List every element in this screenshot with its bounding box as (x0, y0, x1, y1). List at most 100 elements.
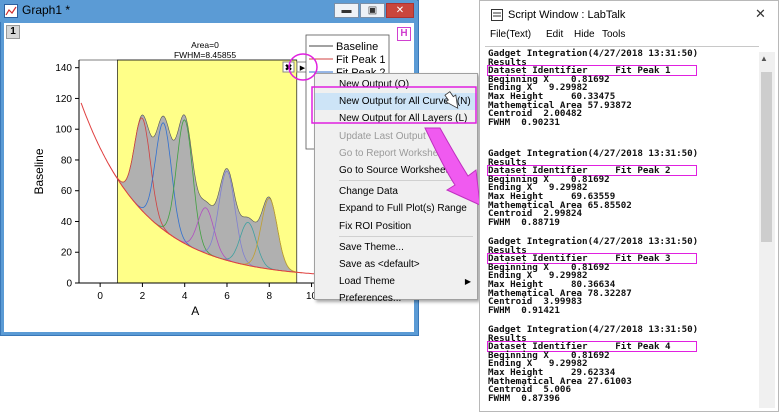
menu-item-preferences[interactable]: Preferences... (339, 293, 402, 305)
menu-item-save-as-default[interactable]: Save as <default> (339, 259, 420, 270)
script-line-max-height: Max Height 60.33475 (488, 91, 616, 102)
script-line-area: Mathematical Area 65.85502 (488, 199, 632, 211)
menu-item-go-to-report-worksheet: Go to Report Worksheet (339, 147, 447, 159)
menu-item-go-to-source-worksheet[interactable]: Go to Source Worksheet (339, 165, 449, 176)
script-line-centroid: Centroid 5.006 (488, 384, 571, 396)
fit-peak-line[interactable] (172, 207, 240, 264)
h-badge[interactable]: H (397, 27, 411, 41)
menu-item-expand-to-full-plot-s-range[interactable]: Expand to Full Plot(s) Range (339, 203, 467, 215)
identifier-highlight-box (487, 65, 697, 77)
script-line-header: Gadget Integration(4/27/2018 13:31:50) (488, 148, 699, 159)
fit-peak-line[interactable] (215, 221, 282, 272)
fwhm-annotation: FWHM=8.45855 (174, 50, 236, 60)
gadget-context-menu: New Output (O) New Output for All Curves … (314, 73, 478, 304)
fit-peak-line[interactable] (236, 197, 303, 274)
x-tick-label: 8 (266, 291, 272, 302)
y-tick-label: 40 (61, 217, 73, 228)
script-line-identifier: Dataset Identifier Fit Peak 1 (488, 65, 671, 77)
script-line-identifier: Dataset Identifier Fit Peak 2 (488, 165, 671, 177)
scroll-up-arrow-icon[interactable]: ▲ (760, 54, 768, 63)
script-window-icon (491, 9, 503, 21)
legend-entry: Fit Peak 1 (336, 54, 386, 66)
menu-item-save-theme[interactable]: Save Theme... (339, 241, 404, 253)
identifier-highlight-box (487, 341, 697, 353)
script-line-header: Gadget Integration(4/27/2018 13:31:50) (488, 236, 699, 247)
script-line-ending: Ending X 9.29982 (488, 358, 588, 370)
script-line-centroid: Centroid 2.99824 (488, 208, 583, 220)
script-line-fwhm: FWHM 0.87396 (488, 392, 560, 404)
menu-item-new-output-o[interactable]: New Output (O) (339, 79, 410, 90)
pink-arrow (424, 127, 481, 206)
x-axis-label: A (191, 304, 199, 318)
x-tick-label: 4 (182, 291, 188, 302)
minimize-icon: ▬ (341, 5, 352, 16)
x-tick-label: 2 (140, 291, 146, 302)
identifier-highlight-box (487, 165, 697, 177)
submenu-arrow-icon: ▶ (464, 277, 471, 287)
y-tick-label: 140 (55, 63, 72, 74)
script-close-icon[interactable]: ✕ (755, 6, 766, 21)
script-line-max-height: Max Height 80.36634 (488, 279, 616, 290)
menu-item-new-output-for-all-layers-l[interactable]: New Output for All Layers (L) (339, 113, 468, 125)
script-line-area: Mathematical Area 57.93872 (488, 99, 632, 111)
y-tick-label: 120 (55, 94, 72, 105)
gadget-menu-arrow-icon[interactable]: ▶ (300, 65, 306, 72)
x-tick-label: 6 (224, 291, 230, 302)
script-line-beginning: Beginning X 0.81692 (488, 173, 610, 185)
graph-app-icon (4, 4, 18, 18)
y-tick-label: 80 (61, 155, 73, 166)
script-output: Gadget Integration(4/27/2018 13:31:50) Re… (478, 0, 758, 412)
menu-file-text[interactable]: File(Text) (490, 29, 532, 40)
script-line-fwhm: FWHM 0.88719 (488, 216, 560, 228)
script-line-ending: Ending X 9.29982 (488, 82, 588, 94)
scroll-thumb[interactable] (761, 72, 772, 242)
menu-edit[interactable]: Edit (546, 29, 564, 40)
menu-hide[interactable]: Hide (574, 29, 595, 40)
script-line-centroid: Centroid 3.99983 (488, 296, 583, 308)
script-line-area: Mathematical Area 27.61003 (488, 375, 632, 387)
close-button[interactable]: ✕ (386, 3, 414, 18)
layer-number-badge[interactable]: 1 (6, 25, 20, 39)
script-line-results: Results (488, 56, 527, 68)
menu-item-fix-roi-position[interactable]: Fix ROI Position (339, 220, 412, 232)
minimize-button[interactable]: ▬ (334, 3, 359, 18)
script-line-centroid: Centroid 2.00482 (488, 108, 583, 120)
script-line-ending: Ending X 9.29982 (488, 270, 588, 282)
script-line-beginning: Beginning X 0.81692 (488, 261, 610, 273)
fit-peak-line[interactable] (108, 117, 177, 239)
script-line-beginning: Beginning X 0.81692 (488, 73, 610, 85)
script-line-header: Gadget Integration(4/27/2018 13:31:50) (488, 324, 699, 335)
y-tick-label: 60 (61, 186, 73, 197)
menu-item-new-output-for-all-curves-n[interactable]: New Output for All Curves (N) (315, 93, 477, 111)
fit-peak-line[interactable] (194, 170, 261, 269)
restore-icon: ▣ (367, 5, 378, 16)
y-tick-label: 20 (61, 248, 73, 259)
script-line-ending: Ending X 9.29982 (488, 182, 588, 194)
menu-tools[interactable]: Tools (602, 29, 626, 40)
script-window-title: Script Window : LabTalk (508, 9, 626, 21)
baseline-curve[interactable] (80, 102, 317, 275)
script-line-results: Results (488, 332, 527, 344)
graph-window-title: Graph1 * (22, 3, 71, 17)
y-tick-label: 100 (55, 125, 72, 136)
close-icon: ✕ (395, 5, 405, 16)
x-tick-label: 10 (306, 291, 318, 302)
script-line-identifier: Dataset Identifier Fit Peak 3 (488, 253, 671, 265)
mouse-cursor-icon (444, 91, 459, 109)
menu-highlight-box (311, 86, 477, 124)
menu-item-load-theme[interactable]: Load Theme ▶ (315, 273, 477, 290)
x-tick-label: 0 (97, 291, 103, 302)
script-line-results: Results (488, 156, 527, 168)
graph-titlebar[interactable] (0, 0, 417, 22)
script-line-fwhm: FWHM 0.90231 (488, 116, 560, 128)
y-tick-label: 0 (66, 279, 72, 290)
y-axis-label: Baseline (32, 148, 46, 194)
script-line-beginning: Beginning X 0.81692 (488, 349, 610, 361)
restore-button[interactable]: ▣ (360, 3, 385, 18)
script-text-area[interactable] (485, 46, 759, 413)
script-line-header: Gadget Integration(4/27/2018 13:31:50) (488, 48, 699, 59)
menu-separator (339, 235, 473, 237)
fit-peak-line[interactable] (151, 119, 219, 259)
script-line-identifier: Dataset Identifier Fit Peak 4 (488, 341, 671, 353)
